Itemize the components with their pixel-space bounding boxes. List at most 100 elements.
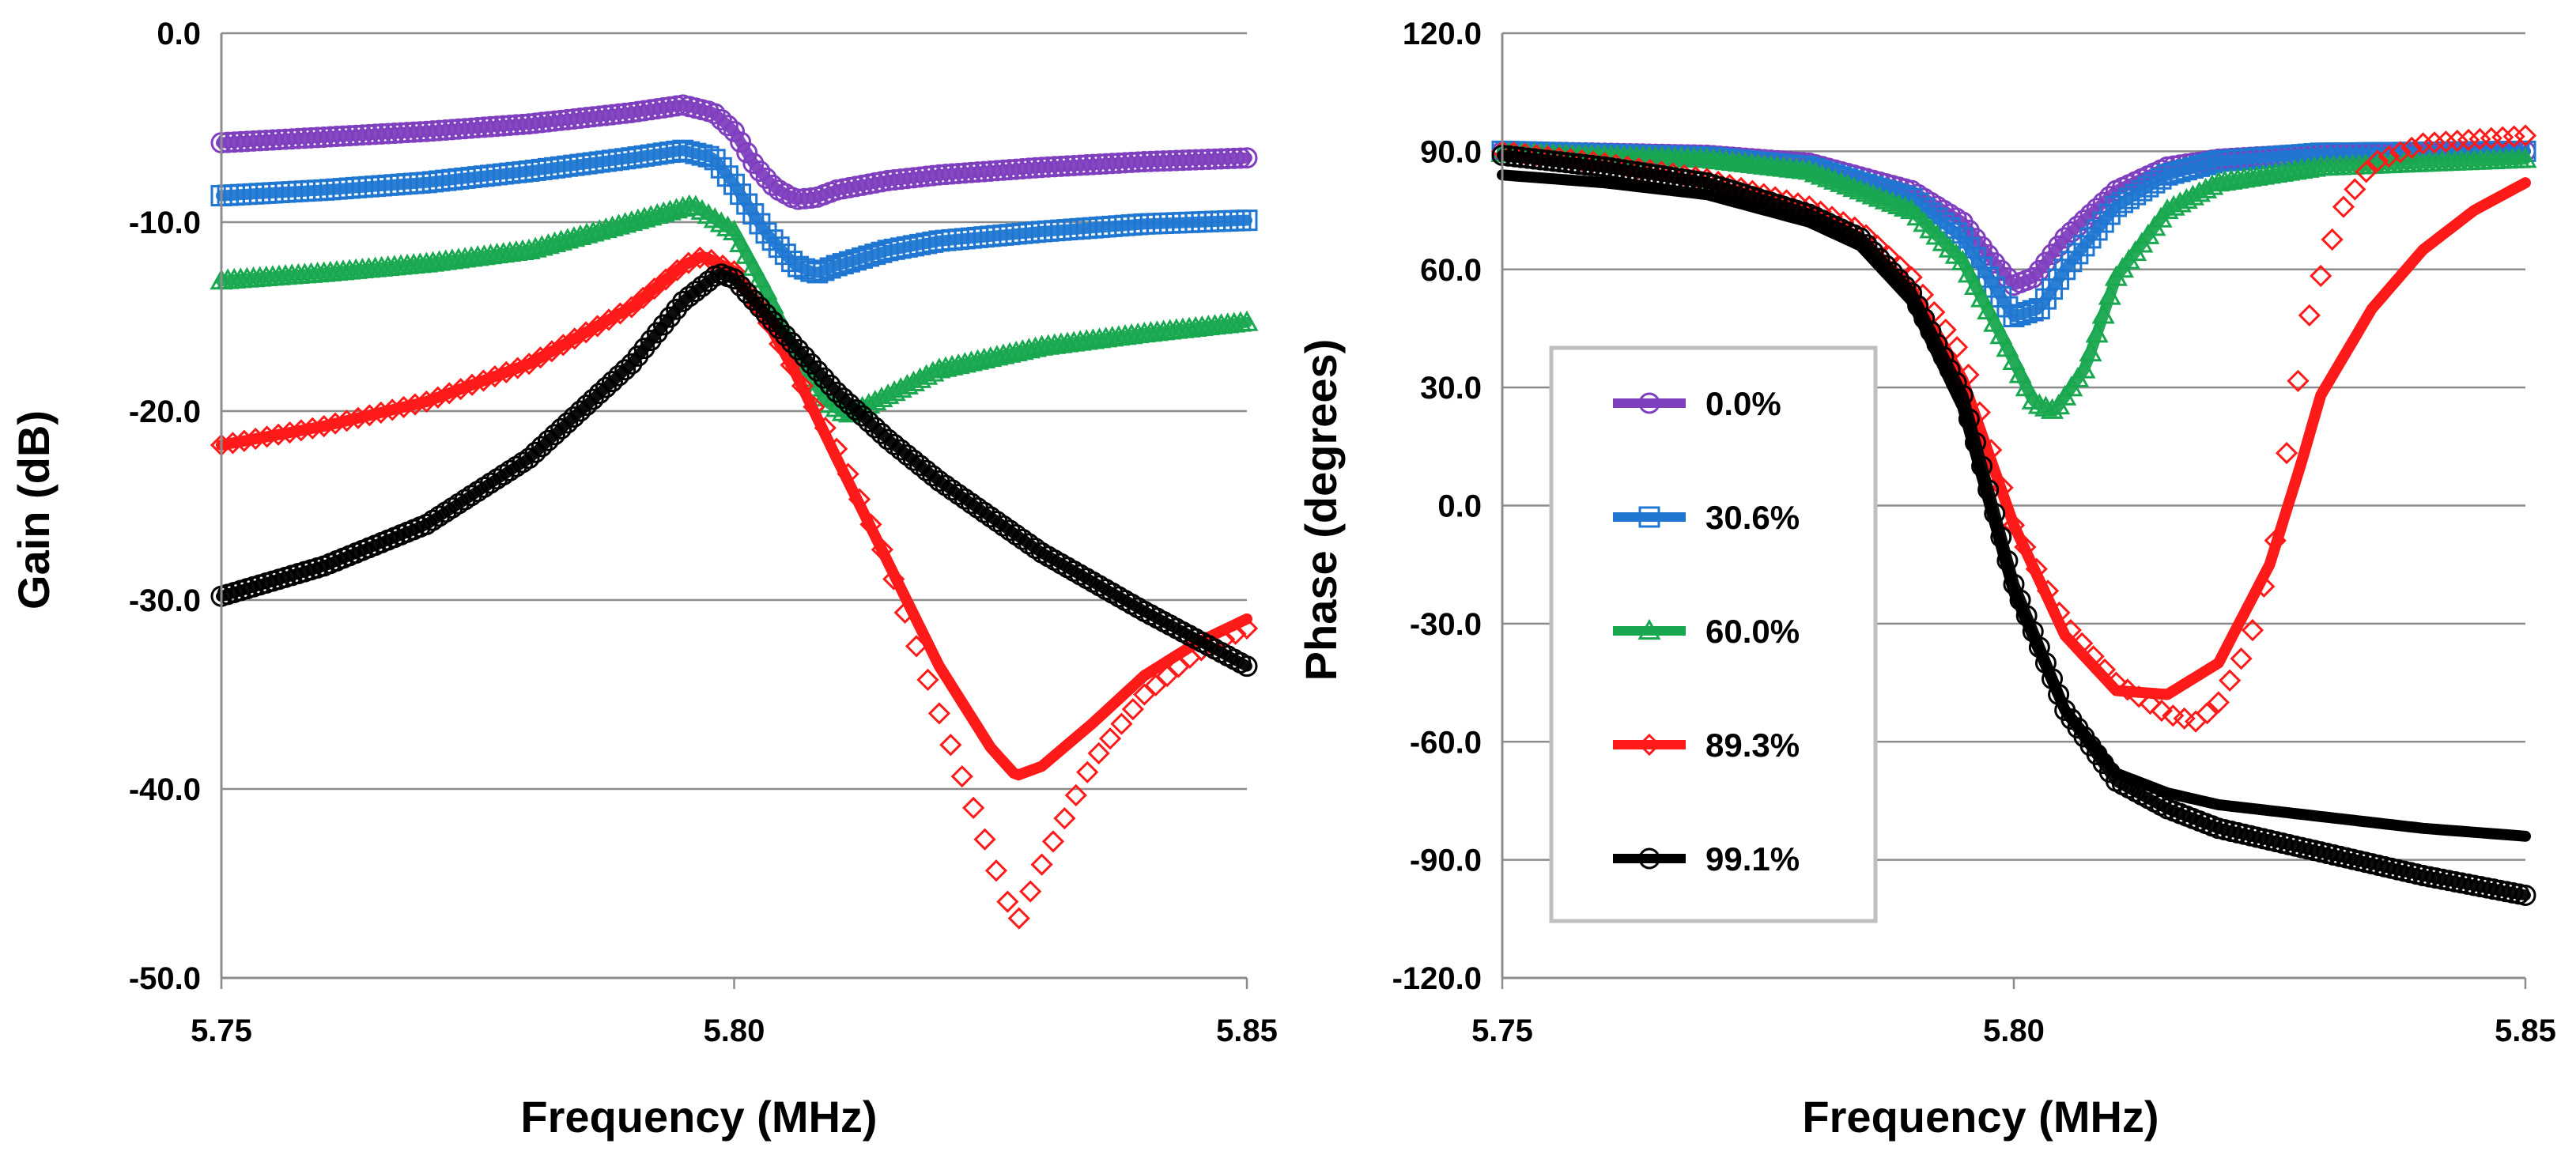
gain-data-point: [1076, 761, 1099, 783]
phase-y-tick-label: -120.0: [1392, 961, 1482, 996]
gain-data-point: [639, 205, 663, 226]
gain-data-point: [645, 202, 669, 225]
gain-data-point: [800, 187, 822, 209]
gain-x-tick-label: 5.80: [704, 1013, 765, 1048]
gain-data-point: [742, 255, 765, 276]
phase-series: [1490, 124, 2537, 906]
phase-data-point: [2241, 619, 2264, 642]
legend-marker: [1638, 506, 1660, 528]
phase-data-point: [2073, 235, 2095, 257]
phase-data-point: [2480, 126, 2502, 149]
gain-data-point: [536, 233, 560, 255]
gain-data-point: [736, 282, 758, 304]
gain-data-point: [716, 115, 738, 137]
gain-data-point: [1121, 697, 1145, 721]
gain-data-point: [755, 222, 777, 244]
phase-data-point: [2219, 669, 2242, 692]
gain-x-tick-label: 5.75: [191, 1013, 252, 1048]
phase-data-point: [2412, 132, 2434, 155]
gain-data-point: [1064, 783, 1087, 807]
gain-data-point: [607, 213, 631, 235]
gain-data-point: [600, 215, 625, 236]
phase-data-point: [1830, 171, 1853, 192]
gain-data-point: [581, 221, 605, 242]
gain-data-point: [755, 167, 777, 189]
gain-y-tick-label: -30.0: [129, 583, 201, 618]
gain-data-point: [614, 212, 637, 233]
phase-x-tick-label: 5.85: [2495, 1013, 2556, 1048]
phase-series-60.0%-triangle: [1490, 141, 2537, 419]
phase-data-point: [1996, 336, 2019, 357]
gain-data-point: [671, 195, 695, 217]
phase-data-point: [2091, 303, 2115, 324]
gain-data-point: [953, 352, 976, 373]
phase-data-point: [2022, 300, 2044, 322]
phase-data-point: [1874, 188, 1898, 209]
gain-data-point: [794, 345, 816, 368]
gain-data-point: [633, 206, 656, 228]
gain-data-point: [544, 424, 566, 446]
gain-y-tick-label: -40.0: [129, 772, 201, 807]
gain-data-point: [697, 145, 720, 168]
gain-x-axis-label: Frequency (MHz): [520, 1092, 877, 1142]
phase-data-point: [1797, 159, 1821, 180]
phase-data-point: [1977, 298, 2000, 320]
gain-y-tick-label: -10.0: [129, 206, 201, 240]
gain-data-point: [940, 354, 964, 376]
phase-data-point: [2423, 131, 2446, 154]
gain-data-point: [761, 229, 784, 251]
legend-label: 0.0%: [1705, 385, 1781, 422]
gain-data-point: [890, 439, 912, 461]
gain-data-point: [704, 103, 726, 125]
gain-data-point: [1235, 310, 1259, 331]
gain-data-point: [927, 357, 951, 379]
phase-data-point: [2298, 304, 2321, 326]
gain-data-point: [1019, 880, 1042, 903]
gain-data-point: [768, 236, 790, 259]
phase-data-point: [1816, 166, 1841, 187]
gain-data-point: [831, 400, 855, 421]
phase-y-axis-label: Phase (degrees): [1296, 339, 1346, 681]
gain-data-point: [587, 219, 611, 240]
phase-data-point: [2072, 357, 2096, 379]
legend-entry: 99.1%: [1613, 840, 1800, 878]
gain-data-point: [973, 347, 996, 368]
gain-data-point: [896, 444, 918, 466]
gain-data-point: [1053, 807, 1076, 830]
phase-data-point: [2002, 349, 2026, 371]
phase-data-point: [1963, 274, 1988, 296]
gain-data-point: [562, 226, 586, 247]
phase-data-point: [1945, 336, 1969, 359]
gain-data-point: [1017, 338, 1041, 359]
gain-data-point: [916, 668, 939, 692]
gain-data-point: [563, 406, 585, 428]
gain-data-point: [909, 455, 931, 477]
gain-data-point: [962, 796, 985, 820]
gain-data-point: [722, 219, 746, 241]
phase-data-point: [1849, 179, 1872, 200]
phase-data-point: [2514, 147, 2537, 168]
gain-data-point: [620, 209, 644, 232]
gain-data-point: [1087, 742, 1110, 764]
phase-data-point: [2139, 692, 2162, 715]
phase-data-point: [1893, 195, 1917, 217]
gain-data-point: [1236, 147, 1258, 169]
gain-data-point: [531, 436, 553, 458]
gain-data-point: [883, 433, 905, 455]
gain-data-point: [825, 381, 848, 403]
gain-data-point: [973, 828, 996, 851]
phase-data-point: [1951, 249, 1974, 270]
phase-data-point: [2015, 302, 2038, 324]
gain-data-point: [652, 201, 675, 222]
phase-data-point: [1836, 173, 1860, 195]
gain-axes: [220, 33, 1247, 979]
gain-data-point: [788, 338, 810, 360]
gain-data-point: [729, 231, 753, 252]
phase-data-point: [1957, 262, 1981, 283]
gain-data-point: [550, 417, 572, 440]
gain-data-point: [985, 345, 1009, 366]
phase-y-tick-label: 30.0: [1420, 371, 1482, 406]
phase-series-99.1%-line: [1497, 169, 2531, 842]
gain-data-point: [730, 131, 752, 153]
gain-data-point: [582, 388, 604, 410]
